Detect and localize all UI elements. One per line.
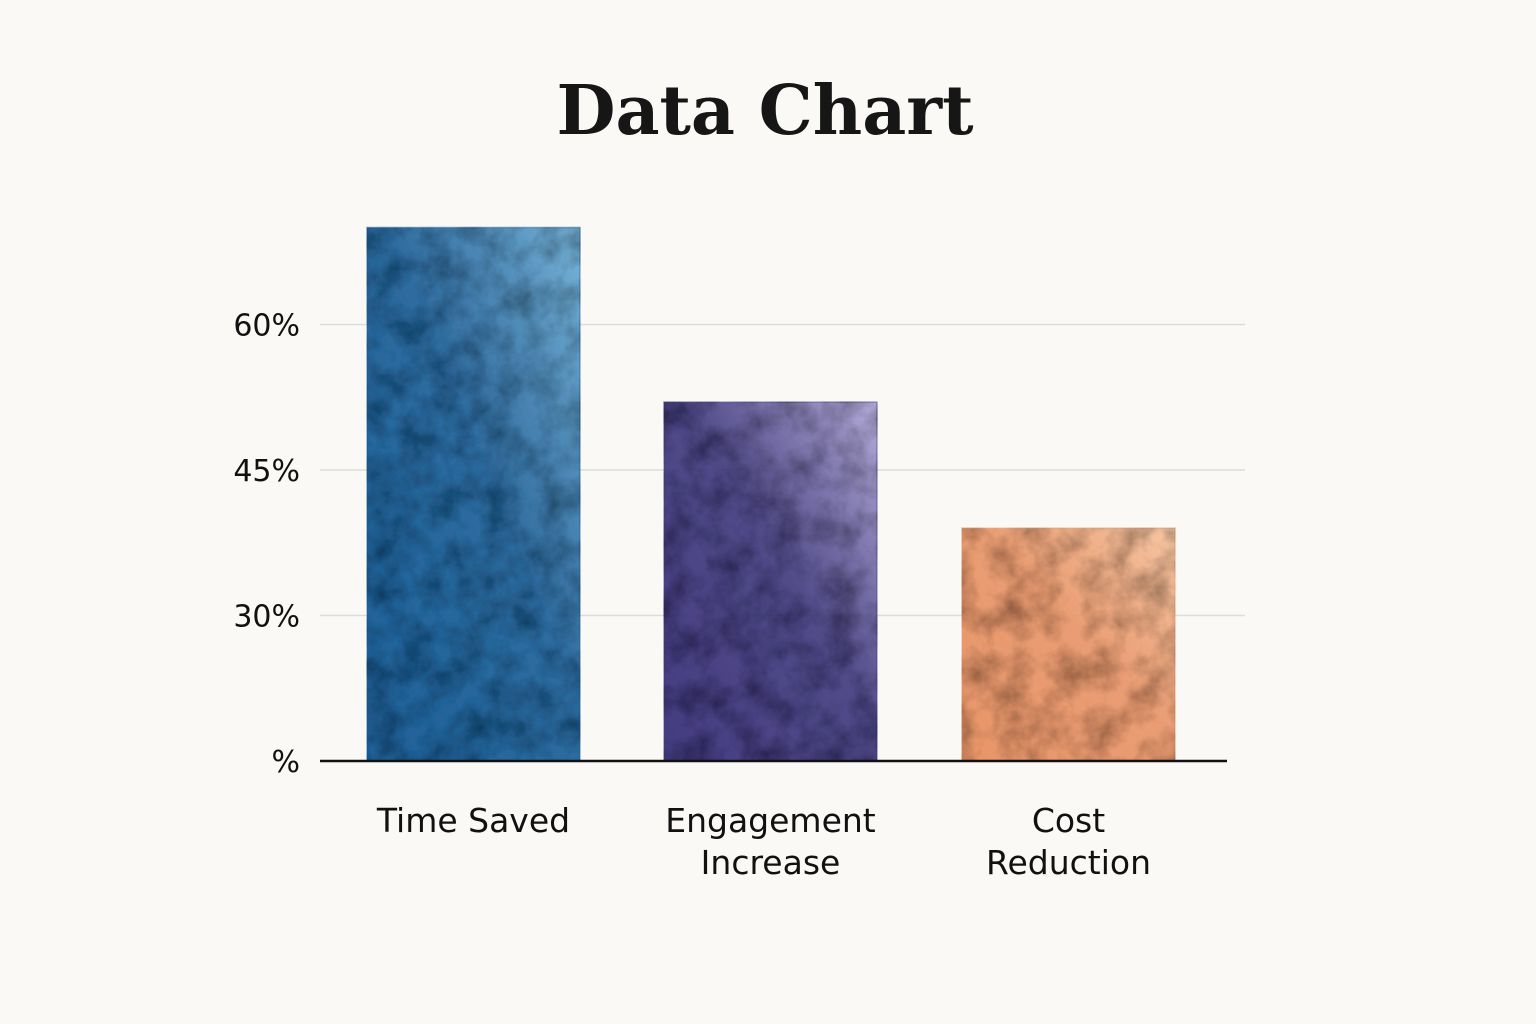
y-tick-label: 45%	[233, 454, 300, 489]
x-category-label: Time Saved	[376, 801, 570, 840]
bars	[366, 226, 1176, 762]
bar-cost-reduction	[961, 527, 1176, 762]
y-tick-label: %	[271, 745, 300, 780]
bar-engagement-increase	[663, 401, 878, 762]
y-axis-tick-labels: % 30% 45% 60%	[233, 309, 300, 781]
y-tick-label: 30%	[233, 600, 300, 635]
x-category-label: Engagement	[665, 801, 876, 840]
y-tick-label: 60%	[233, 309, 300, 344]
chart-title: Data Chart	[556, 71, 974, 151]
x-category-label: Increase	[701, 843, 841, 882]
bar-time-saved	[366, 226, 581, 762]
x-category-label: Reduction	[986, 843, 1151, 882]
x-category-label: Cost	[1032, 801, 1105, 840]
